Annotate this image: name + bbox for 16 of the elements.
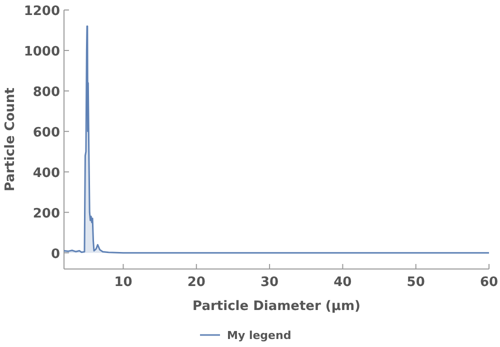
y-tick-label: 600	[32, 125, 60, 140]
x-tick-label: 40	[334, 275, 352, 290]
y-tick-label: 1000	[24, 44, 60, 60]
y-tick-label: 1200	[24, 4, 60, 19]
x-tick-label: 50	[406, 275, 425, 290]
x-axis-title: Particle Diameter (µm)	[192, 299, 360, 314]
x-tick-label: 60	[480, 275, 498, 290]
y-tick-label: 800	[32, 84, 60, 100]
legend-label: My legend	[227, 329, 292, 342]
x-tick-label: 10	[114, 275, 132, 290]
y-tick-label: 0	[50, 246, 60, 262]
y-axis-title: Particle Count	[3, 88, 18, 192]
y-tick-label: 200	[32, 206, 60, 222]
x-tick-label: 30	[260, 275, 279, 290]
y-tick-label: 400	[32, 166, 60, 181]
x-tick-label: 20	[187, 275, 206, 290]
